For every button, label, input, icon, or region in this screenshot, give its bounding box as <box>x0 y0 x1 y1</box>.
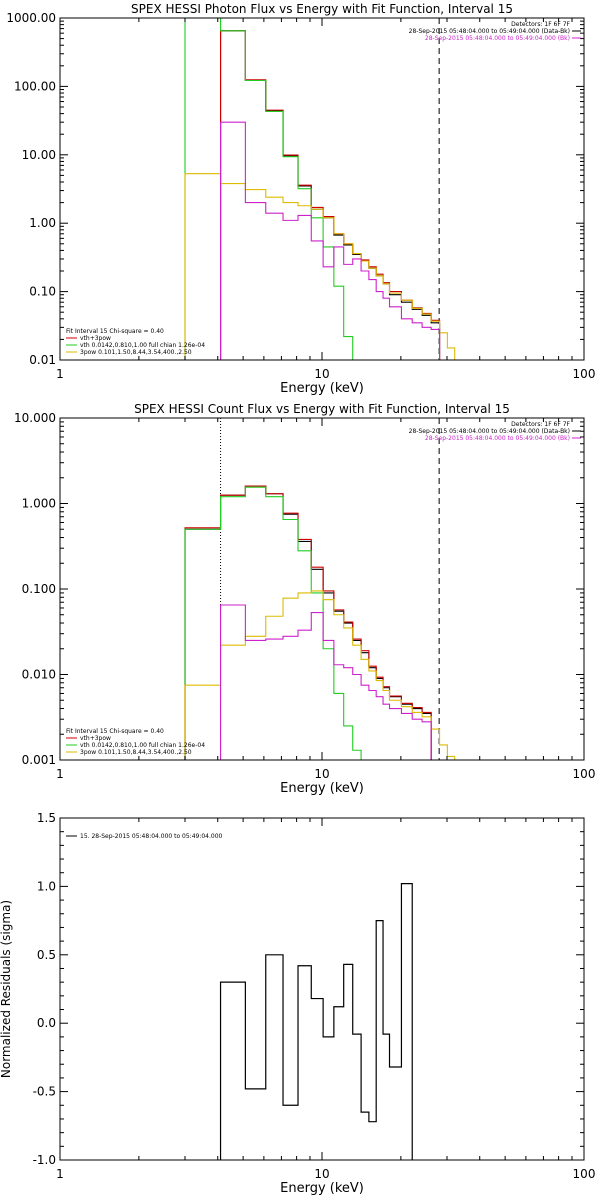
y-tick-label: 1.5 <box>37 811 56 825</box>
y-tick-label: 100.00 <box>14 79 56 93</box>
series-3pow <box>184 590 465 760</box>
y-tick-label: 1.0 <box>37 879 56 893</box>
x-axis-label: Energy (keV) <box>280 781 364 796</box>
y-tick-label: 10.00 <box>22 148 56 162</box>
x-tick-label: 10 <box>314 767 329 781</box>
x-tick-label: 100 <box>573 1167 596 1181</box>
legend-entry: 3pow 0.101,1.50,8.44,3.54,400.,2.50 <box>80 749 192 756</box>
x-axis-label: Energy (keV) <box>280 381 364 396</box>
chart-panel-3: 1 10 100 -1.0 -0.5 0.0 0.5 1.0 1.5 Energy (keV) No… <box>0 811 595 1196</box>
annotation: 28-Sep-2015 05:48:04.000 to 05:49:04.000… <box>425 435 570 442</box>
series-vth+3pow <box>184 485 432 760</box>
x-tick-label: 10 <box>314 1167 329 1181</box>
y-tick-label: 0.0 <box>37 1016 56 1030</box>
y-tick-label: -0.5 <box>33 1085 56 1099</box>
x-axis: 1 10 100 <box>56 418 595 781</box>
y-tick-label: 0.01 <box>29 353 56 367</box>
legend-entry: vth 0.0142,0.810,1.00 full chian 1.26e-0… <box>80 742 205 749</box>
y-axis-label: Normalized Residuals (sigma) <box>0 900 13 1078</box>
chart-panel-2: 1 10 100 0.001 0.010 0.100 1.000 10.000 SPEX HES… <box>14 402 595 796</box>
y-tick-label: 1000.00 <box>6 11 56 25</box>
y-tick-label: 0.001 <box>22 753 56 767</box>
legend-header: Fit Interval 15 Chi-square = 0.40 <box>66 328 164 335</box>
plot-area <box>184 485 465 760</box>
legend: 15. 28-Sep-2015 05:48:04.000 to 05:49:04… <box>66 833 223 840</box>
y-tick-label: -1.0 <box>33 1153 56 1167</box>
y-tick-label: 0.10 <box>29 285 56 299</box>
y-axis: -1.0 -0.5 0.0 0.5 1.0 1.5 <box>33 811 584 1167</box>
series-residuals <box>219 883 413 1160</box>
annotation: 28-Sep-2015 05:48:04.000 to 05:49:04.000… <box>409 28 570 35</box>
axes-frame <box>59 817 585 1161</box>
plot-area <box>184 18 465 360</box>
x-tick-label: 100 <box>573 767 596 781</box>
y-tick-label: 10.000 <box>14 411 56 425</box>
x-axis: 1 10 100 <box>56 818 595 1181</box>
series-vth <box>184 486 362 760</box>
annotation: Detectors: 1F 6F 7F <box>511 421 570 428</box>
legend-entry: 15. 28-Sep-2015 05:48:04.000 to 05:49:04… <box>80 833 223 840</box>
annotation: Detectors: 1F 6F 7F <box>511 21 570 28</box>
x-tick-label: 100 <box>573 367 596 381</box>
x-tick-label: 1 <box>56 367 64 381</box>
annotation: 28-Sep-2015 05:48:04.000 to 05:49:04.000… <box>425 35 570 42</box>
chart-title: SPEX HESSI Photon Flux vs Energy with Fi… <box>131 2 513 16</box>
y-tick-label: 1.00 <box>29 216 56 230</box>
axes-frame <box>59 17 585 361</box>
series-background <box>220 604 432 760</box>
y-axis: 0.001 0.010 0.100 1.000 10.000 <box>14 411 584 767</box>
y-tick-label: 0.5 <box>37 948 56 962</box>
axes-frame <box>59 417 585 761</box>
legend: Fit Interval 15 Chi-square = 0.40vth+3po… <box>66 328 205 356</box>
x-tick-label: 1 <box>56 767 64 781</box>
legend-entry: vth 0.0142,0.810,1.00 full chian 1.26e-0… <box>80 342 205 349</box>
series-data <box>184 485 432 760</box>
y-tick-label: 0.010 <box>22 668 56 682</box>
legend-entry: vth+3pow <box>80 735 111 742</box>
x-axis: 1 10 100 <box>56 18 595 381</box>
chart-title: SPEX HESSI Count Flux vs Energy with Fit… <box>134 402 510 416</box>
x-axis-label: Energy (keV) <box>280 1181 364 1196</box>
legend: Fit Interval 15 Chi-square = 0.40vth+3po… <box>66 728 205 756</box>
legend-header: Fit Interval 15 Chi-square = 0.40 <box>66 728 164 735</box>
plot-area <box>219 883 413 1160</box>
series-background <box>220 121 441 360</box>
y-tick-label: 0.100 <box>22 582 56 596</box>
legend-entry: vth+3pow <box>80 335 111 342</box>
legend-entry: 3pow 0.101,1.50,8.44,3.54,400.,2.50 <box>80 349 192 356</box>
y-axis: 0.01 0.10 1.00 10.00 100.00 1000.00 <box>6 11 584 367</box>
series-vth <box>184 18 362 360</box>
annotation: 28-Sep-2015 05:48:04.000 to 05:49:04.000… <box>409 428 570 435</box>
y-tick-label: 1.000 <box>22 497 56 511</box>
chart-panel-1: 1 10 100 0.01 0.10 1.00 10.00 100.00 1000.00 SPEX… <box>6 2 595 396</box>
x-tick-label: 10 <box>314 367 329 381</box>
x-tick-label: 1 <box>56 1167 64 1181</box>
